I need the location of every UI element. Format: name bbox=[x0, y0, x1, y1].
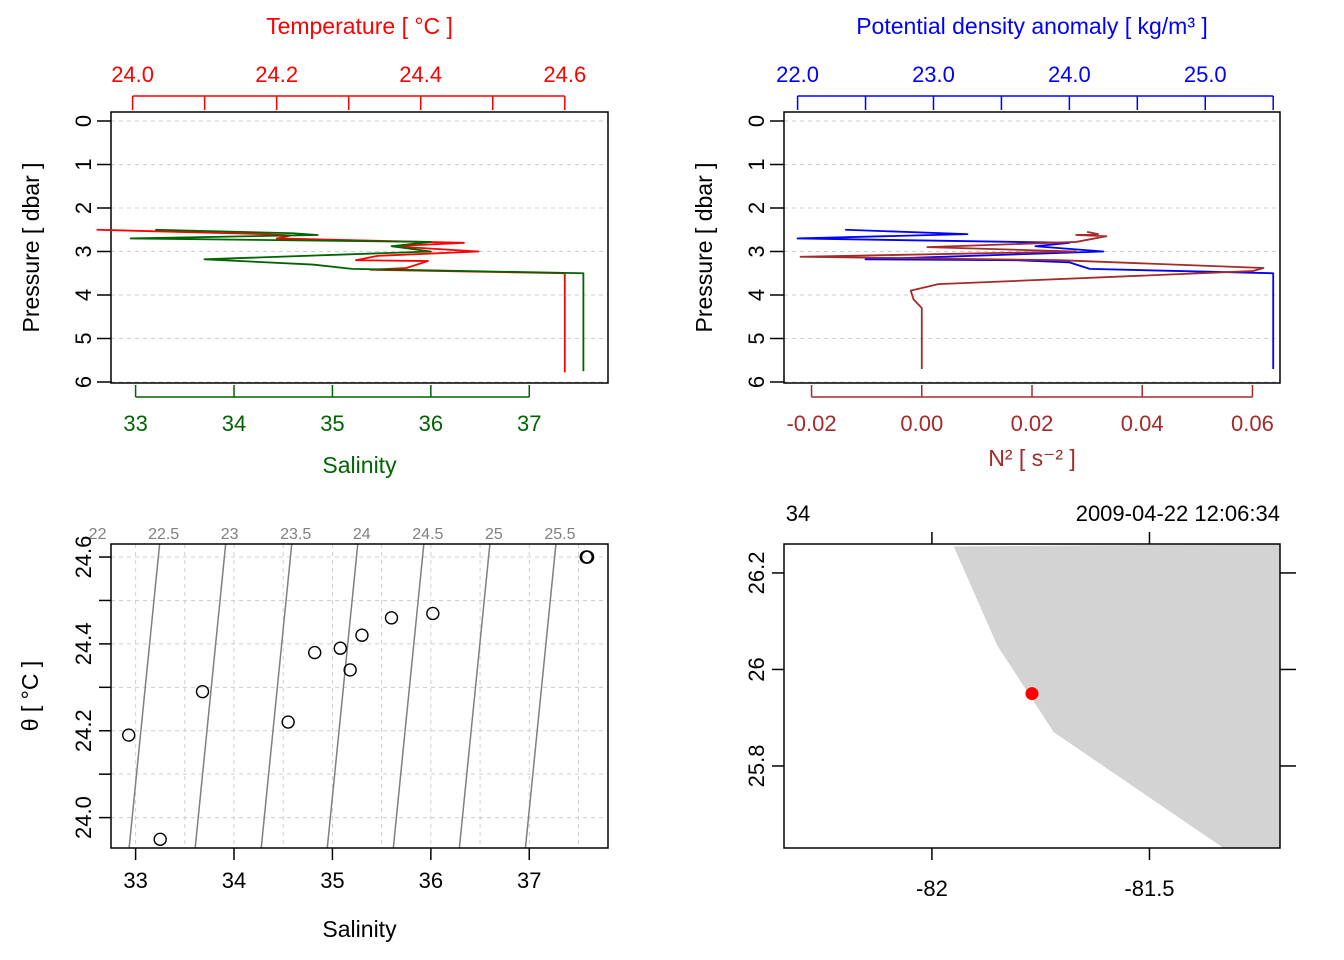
series-line bbox=[799, 231, 1265, 369]
y-axis-title: θ [ °C ] bbox=[17, 661, 43, 732]
x-tick-label: 36 bbox=[419, 868, 443, 893]
bottom-tick-label: 0.06 bbox=[1231, 411, 1274, 436]
station-marker bbox=[1025, 687, 1039, 701]
top-tick-label: 24.2 bbox=[255, 62, 298, 87]
top-axis-title: Temperature [ °C ] bbox=[266, 13, 453, 39]
isopycnal-label: 22 bbox=[89, 526, 107, 543]
bottom-tick-label: 34 bbox=[222, 411, 246, 436]
y-tick-label: 25.8 bbox=[744, 745, 769, 788]
y-tick-label: 1 bbox=[744, 158, 769, 170]
y-tick-label: 5 bbox=[71, 332, 96, 344]
y-tick-label: 3 bbox=[744, 245, 769, 257]
isopycnal-line bbox=[260, 544, 293, 848]
isopycnal-group bbox=[128, 544, 557, 848]
series-line bbox=[796, 228, 1275, 369]
data-point bbox=[343, 663, 357, 677]
y-axis-title: Pressure [ dbar ] bbox=[18, 162, 44, 332]
data-point bbox=[355, 628, 369, 642]
y-tick-label: 26.2 bbox=[744, 552, 769, 595]
data-point bbox=[195, 684, 210, 699]
isopycnal-label: 25.5 bbox=[544, 526, 575, 543]
bottom-axis-title: Salinity bbox=[322, 452, 397, 478]
data-point bbox=[580, 550, 595, 564]
isopycnal-line bbox=[524, 544, 557, 848]
data-point bbox=[281, 715, 295, 729]
series-line bbox=[96, 228, 566, 373]
plot-frame bbox=[783, 111, 1281, 384]
y-tick-label: 24.2 bbox=[71, 709, 96, 752]
top-tick-label: 24.6 bbox=[543, 62, 586, 87]
station-label: 34 bbox=[786, 501, 810, 526]
isopycnal-label: 25 bbox=[485, 526, 503, 543]
y-tick-label: 0 bbox=[71, 115, 96, 127]
top-tick-label: 24.0 bbox=[111, 62, 154, 87]
data-point bbox=[384, 611, 399, 625]
data-point bbox=[122, 728, 136, 742]
ts-diagram-panel: 22 22.5 23 23.5 24 24.5 25 25.5 33 34 35 36 37 24.0 24… bbox=[17, 526, 609, 942]
top-tick-label: 23.0 bbox=[912, 62, 955, 87]
bottom-tick-label: 35 bbox=[320, 411, 344, 436]
data-point bbox=[308, 645, 322, 660]
y-tick-label: 2 bbox=[744, 202, 769, 214]
bottom-tick-label: 0.02 bbox=[1011, 411, 1054, 436]
isopycnal-line bbox=[458, 544, 491, 848]
isopycnal-line bbox=[326, 544, 359, 848]
y-tick-label: 24.4 bbox=[71, 622, 96, 665]
plot-frame bbox=[110, 543, 609, 849]
top-tick-label: 24.4 bbox=[399, 62, 442, 87]
y-tick-label: 26 bbox=[744, 657, 769, 681]
y-tick-label: 5 bbox=[744, 332, 769, 344]
y-tick-label: 24.0 bbox=[71, 796, 96, 839]
isopycnal-line bbox=[194, 544, 227, 848]
bottom-tick-label: 33 bbox=[123, 411, 147, 436]
x-tick-label: 35 bbox=[320, 868, 344, 893]
data-point bbox=[426, 606, 440, 621]
station-map-panel: -82 -81.5 26.2 26 25.8 34 2009-04-22 12:06:34 bbox=[744, 501, 1296, 901]
y-tick-label: 1 bbox=[71, 158, 96, 170]
y-tick-label: 6 bbox=[71, 376, 96, 388]
y-tick-label: 2 bbox=[71, 202, 96, 214]
isopycnal-label: 22.5 bbox=[148, 526, 179, 543]
y-axis-title: Pressure [ dbar ] bbox=[691, 162, 717, 332]
isopycnal-label: 24.5 bbox=[412, 526, 443, 543]
isopycnal-line bbox=[128, 544, 161, 848]
isopycnal-line bbox=[392, 544, 425, 848]
y-tick-label: 6 bbox=[744, 376, 769, 388]
y-tick-label: 0 bbox=[744, 115, 769, 127]
y-tick-label: 24.6 bbox=[71, 536, 96, 579]
isopycnal-label: 24 bbox=[353, 526, 371, 543]
x-tick-label: 37 bbox=[517, 868, 541, 893]
land-area bbox=[953, 544, 1280, 848]
bottom-tick-label: 0.04 bbox=[1121, 411, 1164, 436]
y-tick-label: 3 bbox=[71, 245, 96, 257]
top-tick-label: 24.0 bbox=[1048, 62, 1091, 87]
x-axis-title: Salinity bbox=[322, 916, 397, 942]
isopycnal-label: 23.5 bbox=[280, 526, 311, 543]
top-tick-label: 25.0 bbox=[1184, 62, 1227, 87]
x-tick-label: 33 bbox=[123, 868, 147, 893]
x-tick-label: 34 bbox=[222, 868, 246, 893]
x-tick-label: -82 bbox=[916, 876, 948, 901]
bottom-tick-label: 36 bbox=[419, 411, 443, 436]
series-line bbox=[129, 228, 585, 372]
y-tick-label: 4 bbox=[744, 289, 769, 301]
plot-frame bbox=[110, 111, 609, 384]
bottom-axis-title: N² [ s⁻² ] bbox=[988, 445, 1076, 471]
date-label: 2009-04-22 12:06:34 bbox=[1076, 501, 1280, 526]
bottom-tick-label: 0.00 bbox=[900, 411, 943, 436]
top-tick-label: 22.0 bbox=[776, 62, 819, 87]
isopycnal-label: 23 bbox=[221, 526, 239, 543]
bottom-tick-label: -0.02 bbox=[786, 411, 836, 436]
map-frame bbox=[783, 543, 1281, 849]
data-point bbox=[153, 832, 167, 847]
data-point bbox=[333, 641, 348, 655]
profile-density-panel: 0 1 2 3 4 5 6 Pressure [ dbar ] 22.0 23.0 24.0 25.0… bbox=[691, 13, 1281, 471]
bottom-tick-label: 37 bbox=[517, 411, 541, 436]
x-tick-label: -81.5 bbox=[1124, 876, 1174, 901]
top-axis-title: Potential density anomaly [ kg/m³ ] bbox=[856, 13, 1208, 39]
y-tick-label: 4 bbox=[71, 289, 96, 301]
